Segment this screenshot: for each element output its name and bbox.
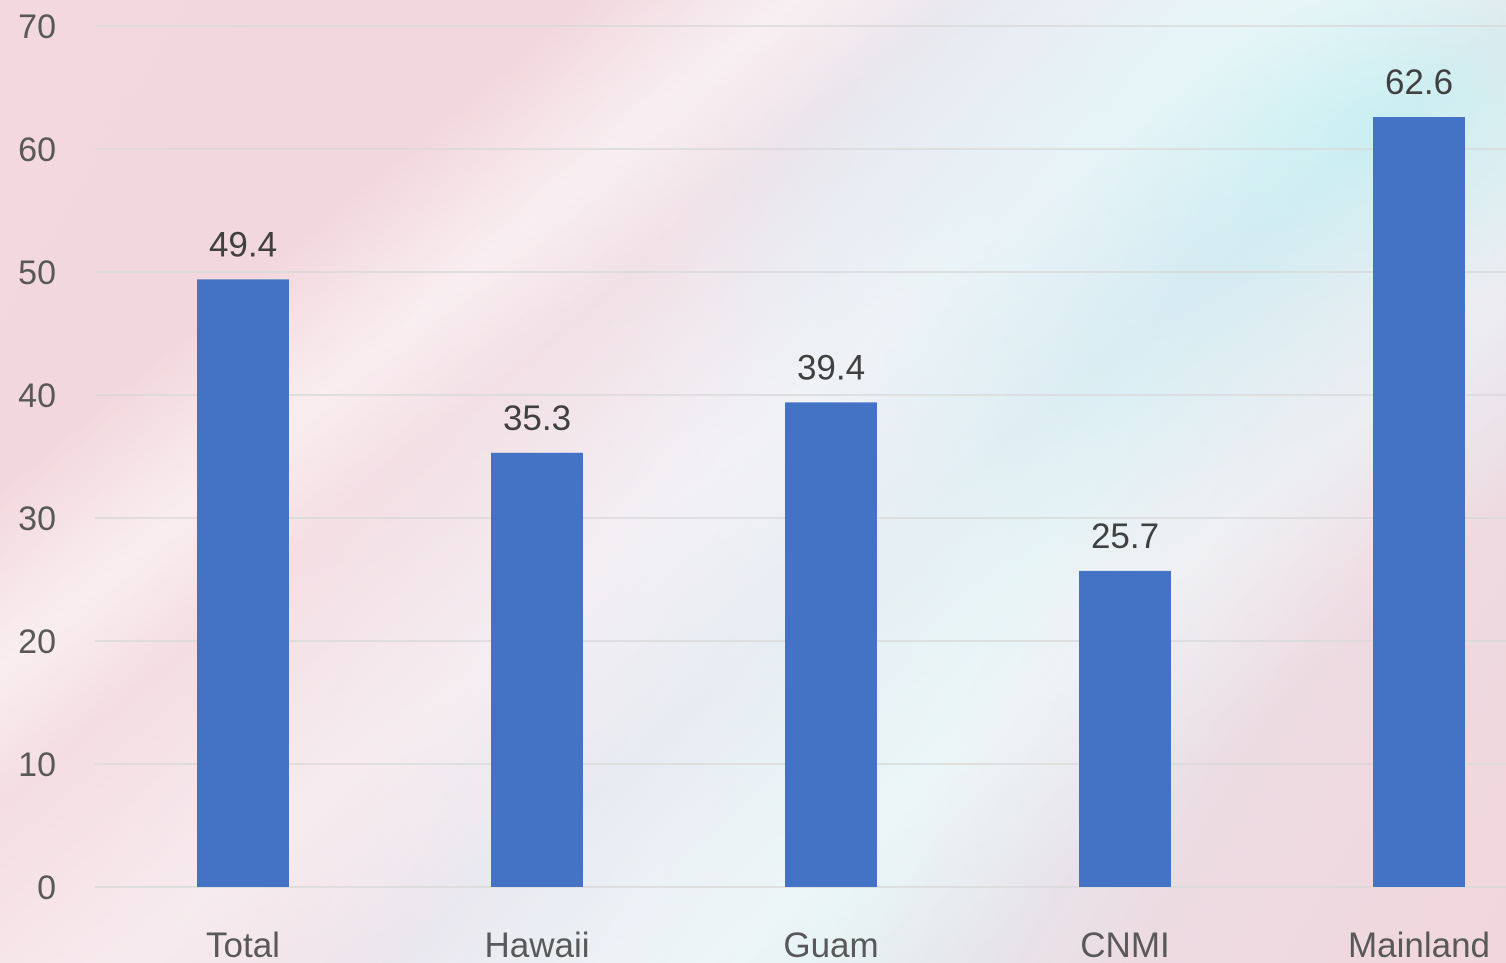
- y-tick-label: 40: [18, 377, 56, 415]
- bars: [197, 117, 1465, 887]
- x-axis: Total Hawaii Guam CNMI Mainland: [206, 926, 1490, 963]
- value-label-guam: 39.4: [797, 348, 865, 387]
- y-axis: 0 10 20 30 40 50 60 70: [18, 8, 56, 907]
- value-label-mainland: 62.6: [1385, 63, 1453, 102]
- y-tick-label: 0: [37, 869, 56, 907]
- y-tick-label: 20: [18, 623, 56, 661]
- y-tick-label: 70: [18, 8, 56, 46]
- value-label-cnmi: 25.7: [1091, 517, 1159, 556]
- bar-guam: [785, 402, 877, 887]
- bar-mainland: [1373, 117, 1465, 887]
- y-tick-label: 50: [18, 254, 56, 292]
- y-tick-label: 30: [18, 500, 56, 538]
- y-tick-label: 10: [18, 746, 56, 784]
- bar-cnmi: [1079, 570, 1171, 887]
- value-labels: 49.4 35.3 39.4 25.7 62.6: [209, 63, 1453, 556]
- bar-total: [197, 279, 289, 887]
- value-label-total: 49.4: [209, 225, 277, 264]
- value-label-hawaii: 35.3: [503, 399, 571, 438]
- x-tick-label-guam: Guam: [783, 926, 878, 963]
- y-tick-label: 60: [18, 131, 56, 169]
- x-tick-label-cnmi: CNMI: [1080, 926, 1169, 963]
- x-tick-label-hawaii: Hawaii: [484, 926, 589, 963]
- x-tick-label-mainland: Mainland: [1348, 926, 1490, 963]
- x-tick-label-total: Total: [206, 926, 280, 963]
- bar-hawaii: [491, 452, 583, 887]
